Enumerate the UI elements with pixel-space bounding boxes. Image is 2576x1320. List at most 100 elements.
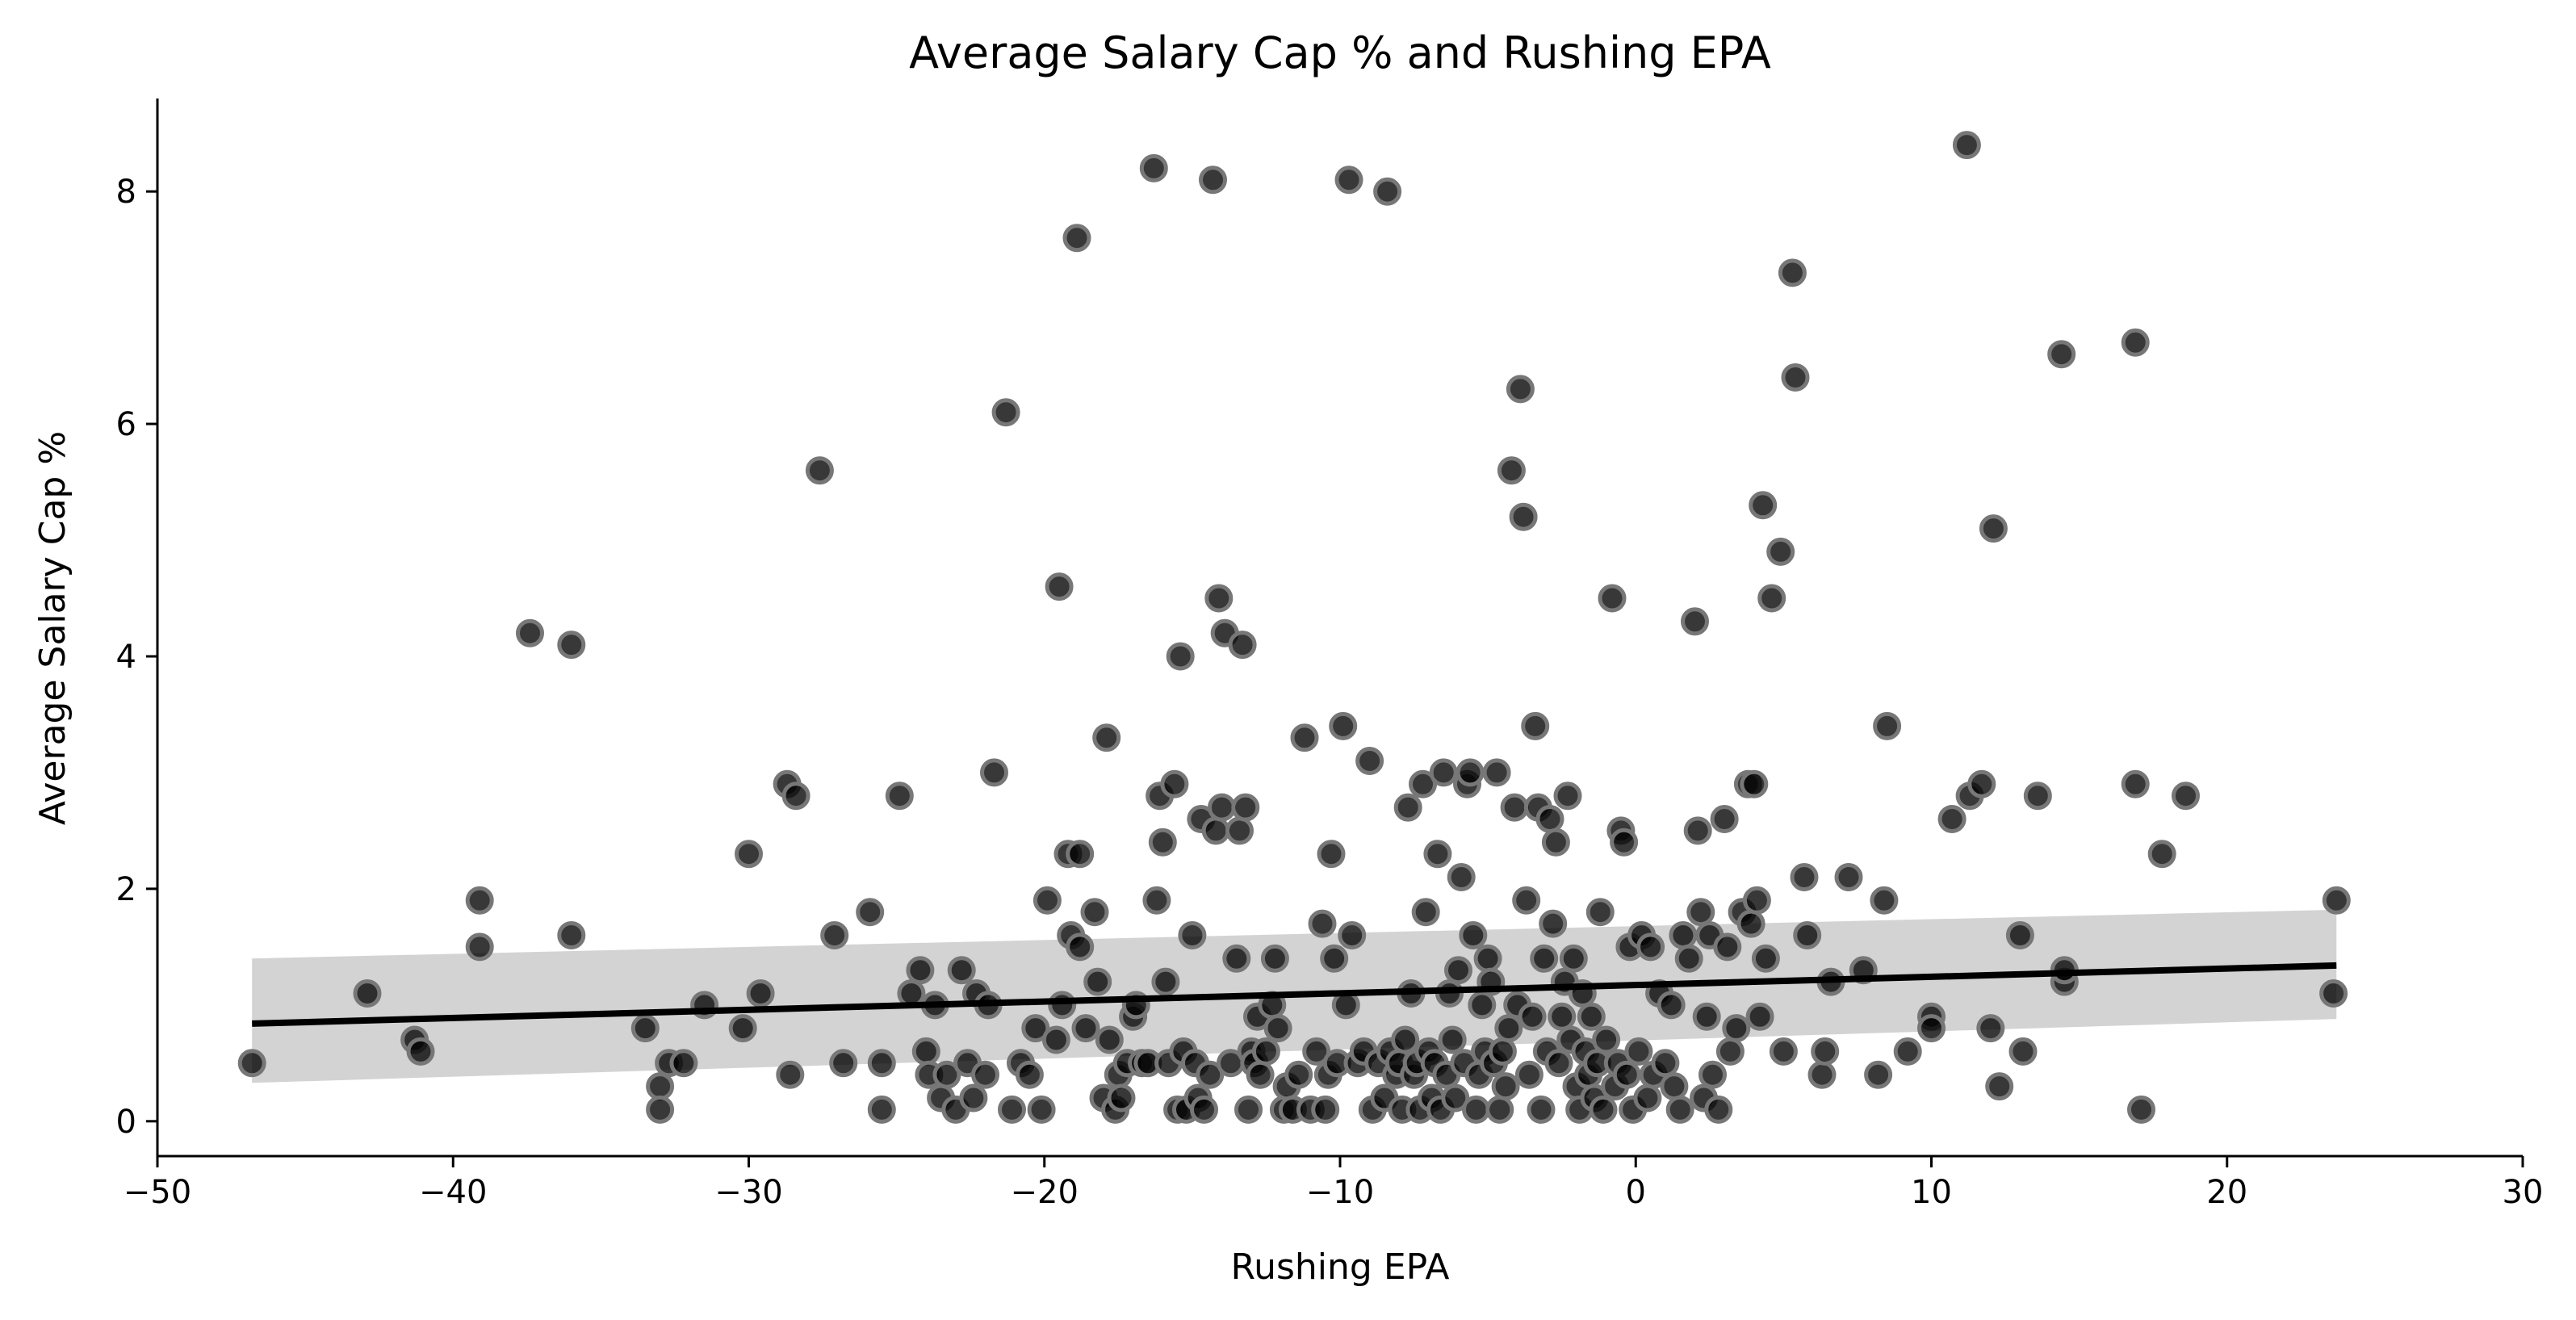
data-point [1781, 363, 1810, 392]
data-point [959, 1083, 988, 1113]
data-point [1559, 944, 1588, 973]
data-point [805, 456, 834, 485]
data-point [1290, 723, 1319, 752]
data-point [1027, 1095, 1056, 1124]
points-layer [237, 131, 2351, 1124]
data-point [1251, 1037, 1280, 1066]
data-point [1527, 1095, 1556, 1124]
x-tick-label: −10 [1306, 1174, 1374, 1211]
data-point [1681, 607, 1709, 636]
data-point [1488, 1037, 1517, 1066]
data-point [1740, 769, 1769, 798]
data-point [1015, 1060, 1044, 1089]
data-point [1751, 944, 1780, 973]
data-point [1870, 886, 1899, 915]
data-point [1585, 898, 1615, 927]
data-point [2008, 1037, 2038, 1066]
data-point [1071, 1014, 1100, 1043]
data-point [1459, 921, 1488, 949]
data-point [2127, 1095, 2155, 1124]
x-tick-label: −30 [714, 1174, 782, 1211]
data-point [1749, 491, 1778, 520]
x-tick-label: −40 [419, 1174, 487, 1211]
data-point [1811, 1037, 1840, 1066]
data-point [1657, 991, 1686, 1020]
data-point [2319, 979, 2348, 1008]
data-point [1201, 816, 1230, 845]
data-point [1937, 805, 1967, 833]
data-point [1686, 898, 1715, 927]
data-point [1041, 1025, 1070, 1054]
data-point [1624, 1037, 1653, 1066]
data-point [1518, 1002, 1547, 1031]
data-point [991, 398, 1020, 427]
data-point [1598, 584, 1627, 613]
data-point [1222, 944, 1251, 973]
data-point [1208, 793, 1236, 822]
data-point [1190, 1095, 1218, 1124]
regression-line [252, 962, 2337, 1027]
x-tick-label: 10 [1911, 1174, 1952, 1211]
data-point [557, 921, 586, 949]
data-point [1793, 921, 1822, 949]
data-point [1246, 1060, 1275, 1089]
data-point [1633, 1083, 1662, 1113]
data-point [1468, 991, 1497, 1020]
data-point [2147, 840, 2176, 869]
data-point [2005, 921, 2034, 949]
data-point [1917, 1014, 1946, 1043]
data-point [1441, 1083, 1470, 1113]
data-point [1178, 921, 1207, 949]
data-point [1393, 793, 1422, 822]
data-point [829, 1049, 858, 1078]
data-point [2322, 886, 2351, 915]
data-point [1665, 1095, 1694, 1124]
data-point [820, 921, 849, 949]
data-point [1745, 1002, 1774, 1031]
data-point [1338, 921, 1367, 949]
data-point [1302, 1037, 1331, 1066]
data-point [1541, 828, 1570, 857]
data-point [1231, 793, 1260, 822]
data-point [1107, 1083, 1136, 1113]
data-point [1683, 816, 1712, 845]
data-point [746, 979, 775, 1008]
data-point [1409, 769, 1437, 798]
data-point [1438, 1025, 1467, 1054]
data-point [1710, 805, 1739, 833]
data-point [2121, 769, 2150, 798]
data-point [646, 1095, 675, 1124]
y-tick-label: 4 [116, 639, 136, 676]
data-point [1548, 1002, 1577, 1031]
data-point [1263, 1014, 1292, 1043]
data-point [1234, 1095, 1263, 1124]
y-tick-label: 6 [116, 406, 136, 443]
data-point [630, 1014, 660, 1043]
data-point [1769, 1037, 1798, 1066]
chart-title: Average Salary Cap % and Rushing EPA [909, 27, 1771, 78]
data-point [1715, 1037, 1745, 1066]
data-point [1429, 758, 1458, 787]
data-point [1066, 840, 1095, 869]
data-point [1766, 537, 1795, 566]
data-point [1506, 375, 1535, 404]
data-point [1485, 1095, 1514, 1124]
data-point [1482, 758, 1511, 787]
data-point [1456, 758, 1485, 787]
data-point [1423, 840, 1452, 869]
data-point [1048, 991, 1077, 1020]
data-point [1329, 711, 1358, 740]
data-point [1308, 909, 1337, 938]
data-point [885, 782, 914, 811]
data-point [1320, 944, 1349, 973]
data-point [1807, 1060, 1837, 1089]
data-point [1757, 584, 1786, 613]
data-point [1447, 863, 1476, 891]
data-point [406, 1037, 435, 1066]
data-point [1713, 932, 1742, 962]
data-point [1080, 898, 1109, 927]
data-point [856, 898, 885, 927]
y-tick-label: 0 [116, 1104, 136, 1141]
data-point [353, 979, 382, 1008]
